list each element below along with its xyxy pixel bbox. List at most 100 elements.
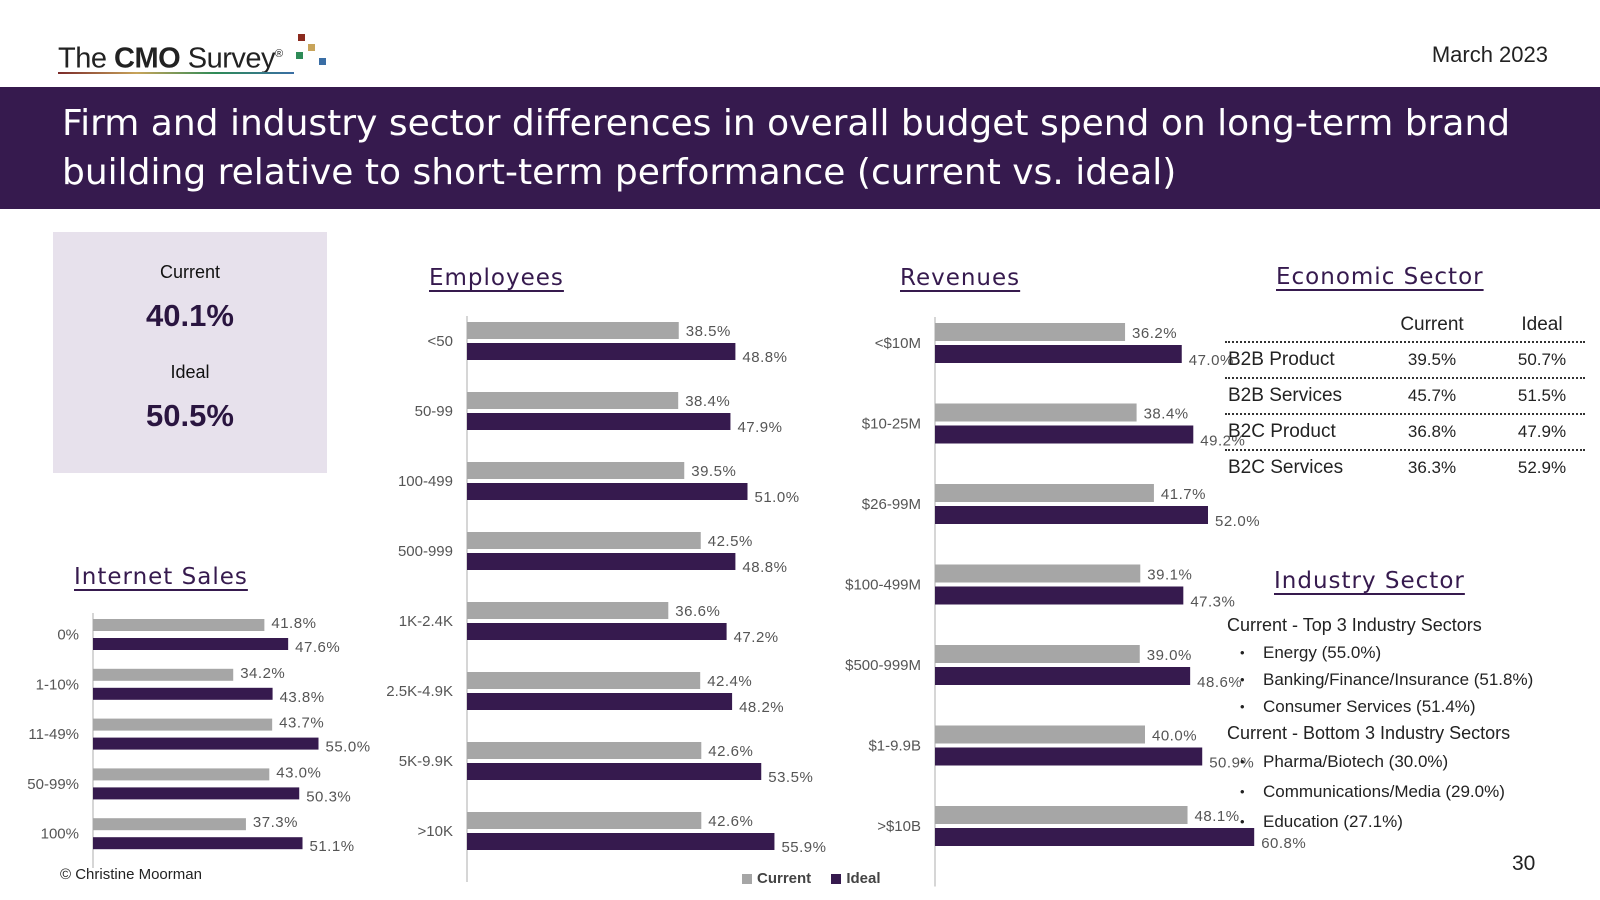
category-label: >$10B	[877, 818, 921, 835]
sector-name: B2B Product	[1228, 349, 1335, 370]
data-label-ideal: 43.8%	[280, 689, 325, 706]
data-label-ideal: 48.8%	[742, 349, 787, 366]
sector-name: B2C Product	[1228, 421, 1336, 442]
category-label: 1K-2.4K	[399, 613, 453, 630]
chart-legend: Current Ideal	[742, 870, 897, 888]
data-label-current: 42.6%	[708, 813, 753, 830]
bar-ideal	[93, 837, 303, 850]
data-label-ideal: 47.2%	[734, 629, 779, 646]
bar-current	[935, 403, 1137, 422]
legend-item-ideal: Ideal	[831, 870, 881, 887]
sector-name: B2B Services	[1228, 385, 1343, 406]
legend-label-current: Current	[757, 870, 812, 887]
bar-current	[467, 672, 701, 689]
bar-current	[93, 718, 273, 731]
legend-swatch-ideal	[831, 873, 842, 884]
ideal-value: 47.9%	[1517, 422, 1567, 441]
data-label-current: 38.4%	[1144, 406, 1189, 423]
list-item: Energy (55.0%)	[1227, 639, 1587, 666]
bar-ideal	[467, 483, 748, 500]
column-header-current: Current	[1400, 314, 1464, 335]
category-label: $1-9.9B	[868, 738, 921, 755]
data-label-ideal: 52.0%	[1215, 513, 1260, 530]
internet-sales-heading: Internet Sales	[74, 564, 248, 590]
current-label: Current	[159, 262, 221, 282]
ideal-value: 51.5%	[1517, 386, 1567, 405]
data-label-current: 39.1%	[1147, 567, 1192, 584]
bar-ideal	[467, 553, 736, 570]
logo-square-icon	[298, 34, 305, 41]
bar-ideal	[935, 828, 1255, 846]
bar-current	[935, 645, 1140, 663]
data-label-current: 36.2%	[1132, 325, 1177, 342]
data-label-current: 38.5%	[686, 323, 731, 340]
data-label-ideal: 60.8%	[1261, 835, 1306, 852]
bar-current	[467, 602, 669, 619]
data-label-current: 42.5%	[708, 533, 753, 550]
category-label: 0%	[57, 627, 79, 644]
list-item: Banking/Finance/Insurance (51.8%)	[1227, 666, 1587, 693]
data-label-ideal: 47.0%	[1189, 352, 1234, 369]
bar-ideal	[467, 343, 736, 360]
bar-ideal	[93, 787, 300, 800]
ideal-value: 52.9%	[1517, 458, 1567, 477]
copyright: © Christine Moorman	[60, 866, 202, 883]
data-label-current: 34.2%	[240, 665, 285, 682]
economic-sector-heading: Economic Sector	[1276, 264, 1484, 290]
data-label-current: 37.3%	[253, 814, 298, 831]
current-value: 40.1%	[146, 298, 234, 333]
list-item: Consumer Services (51.4%)	[1227, 693, 1587, 720]
data-label-current: 41.8%	[271, 615, 316, 632]
revenues-bar-chart: <$10M 36.2% 47.0% $10-25M 38.4% 49.2% $26-99M 4…	[820, 303, 1306, 887]
category-label: 50-99%	[27, 776, 79, 793]
table-row: B2C Product 36.8% 47.9%	[1225, 415, 1585, 451]
legend-label-ideal: Ideal	[846, 870, 881, 887]
column-header-ideal: Ideal	[1521, 314, 1563, 335]
logo-underline	[58, 72, 294, 74]
bar-ideal	[467, 833, 775, 850]
table-header: Current Ideal	[1225, 310, 1585, 343]
data-label-ideal: 50.3%	[306, 788, 351, 805]
list-item: Pharma/Biotech (30.0%)	[1227, 747, 1587, 777]
bar-ideal	[467, 623, 727, 640]
report-date: March 2023	[1431, 42, 1548, 67]
data-label-current: 41.7%	[1161, 486, 1206, 503]
bar-ideal	[93, 737, 319, 750]
data-label-ideal: 51.0%	[755, 489, 800, 506]
overall-summary-box: Current 40.1% Ideal 50.5%	[53, 232, 327, 473]
legend-item-current: Current	[742, 870, 811, 887]
ideal-value: 50.5%	[146, 398, 234, 433]
bar-current	[935, 564, 1141, 583]
internet-sales-bar-chart: 0% 41.8% 47.6% 1-10% 34.2% 43.8% 11-49% 43.7% 55…	[0, 607, 380, 868]
table-row: B2B Services 45.7% 51.5%	[1225, 379, 1585, 415]
category-label: <$10M	[875, 335, 921, 352]
bar-ideal	[935, 425, 1194, 444]
category-label: 11-49%	[28, 726, 79, 743]
bar-current	[467, 742, 702, 759]
category-label: 2.5K-4.9K	[386, 683, 453, 700]
employees-heading: Employees	[429, 265, 564, 291]
table-row: B2B Product 39.5% 50.7%	[1225, 343, 1585, 379]
bottom-sectors-title: Current - Bottom 3 Industry Sectors	[1227, 723, 1511, 743]
bar-ideal	[467, 763, 762, 780]
top-sectors-title: Current - Top 3 Industry Sectors	[1227, 615, 1482, 635]
page-title: Firm and industry sector differences in …	[62, 103, 1511, 193]
data-label-ideal: 48.8%	[742, 559, 787, 576]
data-label-ideal: 51.1%	[310, 838, 355, 855]
category-label: 100%	[41, 826, 79, 843]
ideal-label: Ideal	[170, 362, 210, 382]
bar-current	[93, 619, 265, 631]
category-label: 500-999	[398, 543, 453, 560]
data-label-ideal: 47.6%	[295, 639, 340, 656]
bar-current	[93, 818, 246, 831]
economic-sector-table: Current Ideal B2B Product 39.5% 50.7% B2…	[1225, 310, 1585, 487]
bar-ideal	[935, 747, 1203, 766]
bar-current	[93, 768, 270, 781]
logo-square-icon	[319, 58, 326, 65]
bar-ideal	[935, 345, 1182, 363]
data-label-current: 39.0%	[1147, 647, 1192, 664]
category-label: >10K	[418, 823, 453, 840]
bar-current	[467, 812, 702, 829]
data-label-ideal: 55.9%	[781, 839, 826, 856]
data-label-ideal: 53.5%	[768, 769, 813, 786]
